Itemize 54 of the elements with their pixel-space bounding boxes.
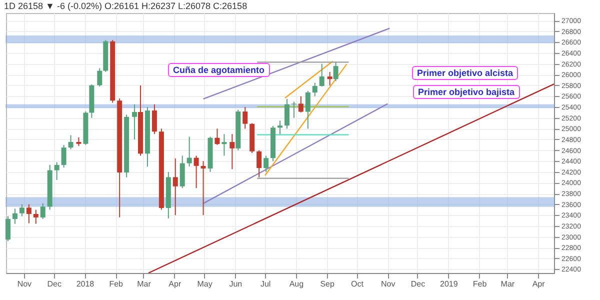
x-tick-label: Feb	[472, 280, 488, 288]
candlestick	[5, 216, 10, 242]
candlestick	[19, 204, 24, 217]
x-tick-label: Dec	[47, 280, 62, 288]
x-tick-label: Apr	[168, 280, 182, 288]
x-tick-label: Apr	[532, 280, 546, 288]
candlestick	[152, 104, 157, 135]
annotation: Primer objetivo alcista	[412, 66, 518, 80]
candlestick	[33, 209, 38, 224]
candlestick	[319, 63, 324, 88]
chart-subtitle: 1D 26158 ▼ -6 (-0.02%) O:26161 H:26237 L:26078 C:26158	[4, 1, 248, 11]
x-tick-label: Oct	[350, 280, 364, 288]
x-tick-label: Nov	[380, 280, 396, 288]
candlestick	[264, 155, 269, 172]
x-tick-label: Jul	[260, 280, 271, 288]
candlestick	[298, 96, 304, 113]
candlestick	[54, 162, 60, 181]
candlestick	[291, 101, 296, 118]
x-tick-label: Sep	[320, 280, 335, 288]
x-tick-label: May	[197, 280, 212, 288]
candlestick	[230, 134, 235, 170]
candlestick	[305, 90, 310, 130]
candlestick	[214, 128, 220, 146]
x-tick-label: Nov	[17, 280, 32, 288]
x-tick-label: Mar	[137, 280, 152, 288]
x-tick-label: Dec	[410, 280, 426, 288]
x-tick-label: 2019	[440, 280, 458, 288]
candlestick	[97, 68, 102, 88]
candlestick	[278, 120, 282, 135]
candlestick	[312, 82, 318, 97]
candlestick	[40, 202, 46, 220]
x-tick-label: Aug	[289, 280, 304, 288]
candlestick	[200, 160, 206, 216]
candlestick	[132, 104, 138, 140]
candlestick	[194, 155, 199, 189]
x-tick-label: Feb	[109, 280, 124, 288]
annotation: Primer objetivo bajista	[413, 85, 520, 99]
candlestick	[61, 144, 66, 168]
candlestick	[26, 204, 32, 224]
candlestick	[180, 155, 185, 189]
annotation: Cuña de agotamiento	[168, 63, 270, 77]
candlestick	[333, 61, 338, 82]
candlestick	[68, 134, 74, 150]
x-tick-label: Mar	[500, 280, 515, 288]
candlestick	[327, 71, 332, 86]
candlestick	[186, 136, 192, 168]
candlestick	[242, 106, 248, 130]
x-tick-label: Jun	[229, 280, 242, 288]
candlestick	[256, 150, 262, 178]
x-tick-label: 2018	[76, 280, 95, 288]
candlestick	[284, 98, 290, 130]
candlestick	[172, 158, 178, 216]
candlestick	[222, 134, 227, 156]
candlestick	[12, 208, 18, 224]
